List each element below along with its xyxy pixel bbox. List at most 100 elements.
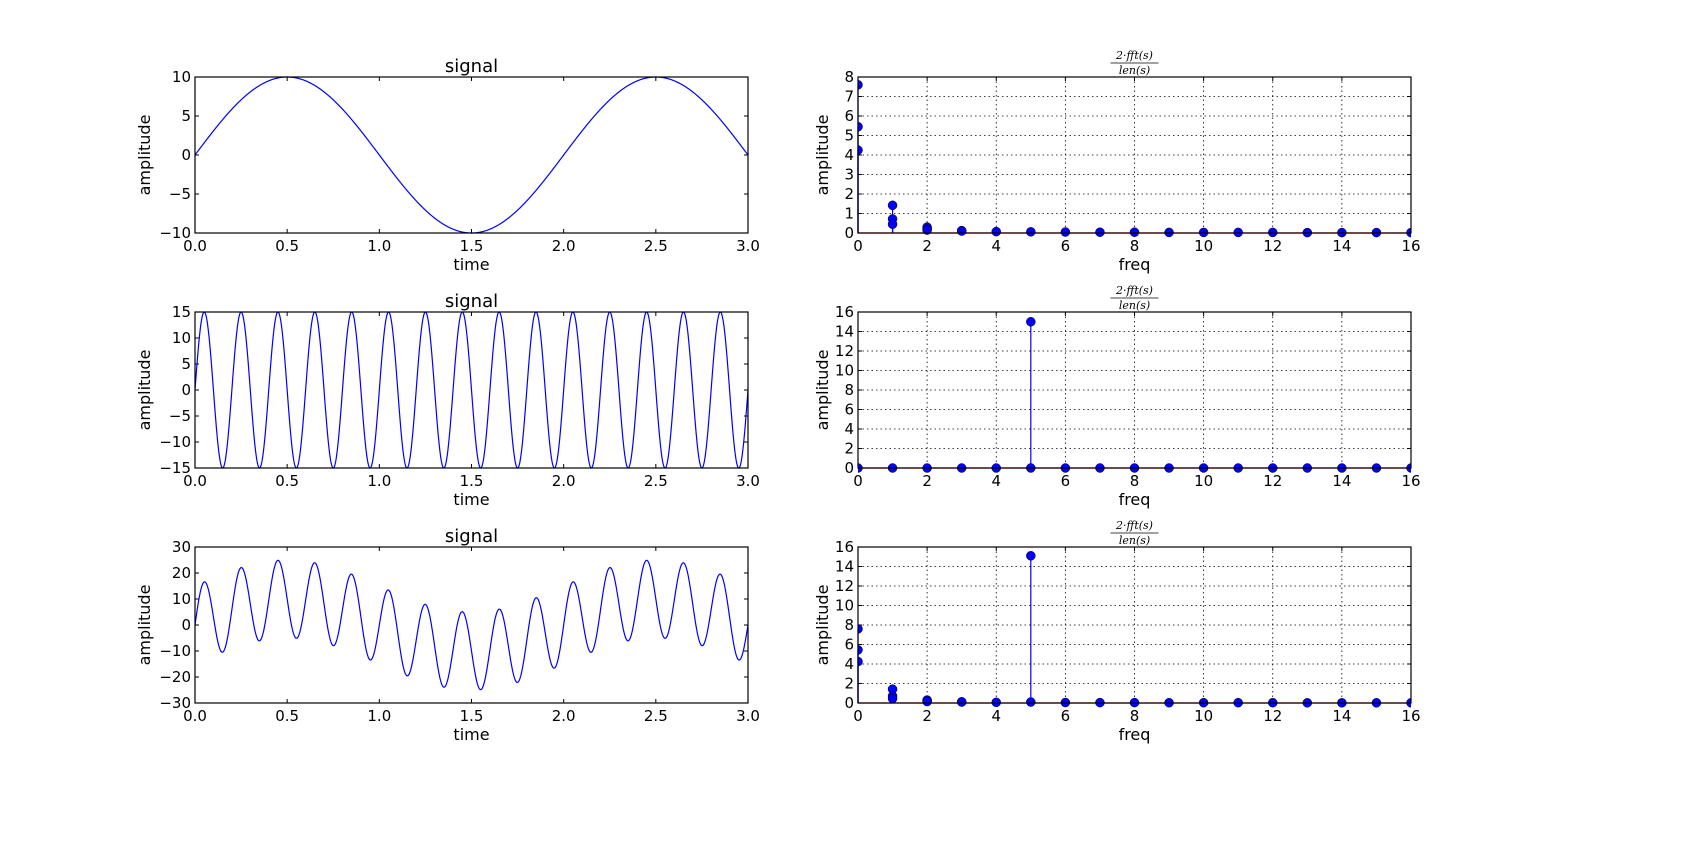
x-tick-label: 0 (853, 237, 863, 255)
x-tick-label: 2 (922, 472, 932, 490)
stem-marker (1060, 227, 1071, 237)
axes-frame (857, 76, 1412, 234)
x-tick-label: 2.0 (552, 472, 576, 490)
x-tick-label: 16 (1401, 707, 1420, 725)
axes-frame (857, 546, 1412, 704)
subplot-5: 0.0 0.5 1.0 1.5 2.0 2.5 3.0 −30 −20 −10 0 10 20 30 tim… (135, 526, 760, 744)
plot-title: signal (445, 56, 498, 77)
stem-marker (1026, 551, 1036, 561)
x-tick-label: 1.0 (367, 707, 391, 725)
axes-frame (194, 546, 749, 704)
y-tick-label: 8 (844, 616, 854, 634)
x-tick-label: 2 (922, 237, 932, 255)
y-tick-label: 0 (181, 616, 191, 634)
y-tick-label: 0 (844, 694, 854, 712)
subplot-1: 0.0 0.5 1.0 1.5 2.0 2.5 3.0 −10 −5 0 5 10 time amplit… (135, 56, 760, 274)
x-axis-label: time (453, 255, 489, 274)
y-tick-label: −30 (159, 694, 191, 712)
y-tick-label: 12 (835, 342, 854, 360)
stem-marker (956, 697, 967, 707)
stem-marker (887, 200, 898, 211)
y-tick-label: 10 (172, 68, 191, 86)
x-tick-label: 2.5 (644, 237, 668, 255)
plot-title-denominator: len(s) (1119, 64, 1150, 77)
x-tick-label: 0.5 (275, 237, 299, 255)
x-axis-label: time (453, 725, 489, 744)
y-tick-label: 14 (835, 323, 854, 341)
x-tick-label: 1.0 (367, 237, 391, 255)
x-tick-label: 2.5 (644, 707, 668, 725)
x-tick-label: 0 (853, 707, 863, 725)
x-tick-label: 6 (1061, 472, 1071, 490)
x-tick-label: 2.0 (552, 237, 576, 255)
y-tick-label: 10 (835, 362, 854, 380)
y-tick-label: 8 (844, 68, 854, 86)
x-tick-label: 3.0 (736, 472, 760, 490)
y-tick-label: 12 (835, 577, 854, 595)
x-tick-label: 12 (1263, 472, 1282, 490)
plot-title: signal (445, 526, 498, 547)
y-tick-label: 6 (844, 636, 854, 654)
y-tick-label: 5 (181, 355, 191, 373)
y-tick-label: 14 (835, 558, 854, 576)
x-tick-label: 2.5 (644, 472, 668, 490)
y-tick-label: 10 (172, 590, 191, 608)
x-tick-label: 2 (922, 707, 932, 725)
plot-title-numerator: 2·fft(s) (1115, 284, 1153, 297)
stem-marker (858, 624, 863, 634)
x-tick-label: 16 (1401, 472, 1420, 490)
y-tick-label: 20 (172, 564, 191, 582)
y-tick-label: 30 (172, 538, 191, 556)
stem-marker (922, 225, 932, 235)
signal-line (195, 76, 748, 234)
stem-marker (887, 219, 898, 229)
x-tick-label: 0.5 (275, 472, 299, 490)
stem-marker (858, 80, 863, 90)
subplot-3: 0.0 0.5 1.0 1.5 2.0 2.5 3.0 −15 −10 −5 0 5 10 15 time a… (135, 291, 760, 509)
y-tick-label: 10 (172, 329, 191, 347)
x-tick-label: 0.0 (183, 707, 207, 725)
x-tick-label: 4 (991, 472, 1001, 490)
plot-title-numerator: 2·fft(s) (1115, 519, 1153, 532)
y-tick-label: 8 (844, 381, 854, 399)
x-tick-label: 0.5 (275, 707, 299, 725)
y-axis-label: amplitude (135, 115, 154, 196)
axes-frame (857, 311, 1412, 469)
stem-marker (922, 696, 932, 707)
y-tick-label: 0 (844, 459, 854, 477)
y-tick-label: 0 (181, 381, 191, 399)
stem-marker (1026, 697, 1036, 707)
x-tick-label: 16 (1401, 237, 1420, 255)
x-tick-label: 14 (1332, 472, 1351, 490)
x-tick-label: 6 (1061, 707, 1071, 725)
y-tick-label: 16 (835, 303, 854, 321)
y-tick-label: 2 (844, 675, 854, 693)
stem-marker (858, 656, 863, 667)
y-axis-label: amplitude (135, 350, 154, 431)
y-tick-label: −15 (159, 459, 191, 477)
signal-line (195, 559, 748, 691)
x-tick-label: 0.0 (183, 472, 207, 490)
x-tick-label: 0 (853, 472, 863, 490)
y-tick-label: 4 (844, 655, 854, 673)
y-tick-label: 0 (181, 146, 191, 164)
x-axis-label: freq (1119, 725, 1151, 744)
y-tick-label: 4 (844, 146, 854, 164)
y-tick-label: 5 (181, 107, 191, 125)
y-tick-label: −10 (159, 642, 191, 660)
y-axis-label: amplitude (135, 585, 154, 666)
y-tick-label: 2 (844, 185, 854, 203)
x-tick-label: 10 (1194, 707, 1213, 725)
x-tick-label: 12 (1263, 237, 1282, 255)
plot-title-denominator: len(s) (1119, 299, 1150, 312)
y-tick-label: 6 (844, 401, 854, 419)
y-tick-label: 10 (835, 597, 854, 615)
x-tick-label: 4 (991, 237, 1001, 255)
x-tick-label: 1.5 (460, 707, 484, 725)
x-tick-label: 1.5 (460, 472, 484, 490)
stem-marker (1026, 317, 1036, 327)
stem-marker (858, 121, 863, 132)
signal-line (195, 311, 748, 469)
x-tick-label: 8 (1130, 707, 1140, 725)
